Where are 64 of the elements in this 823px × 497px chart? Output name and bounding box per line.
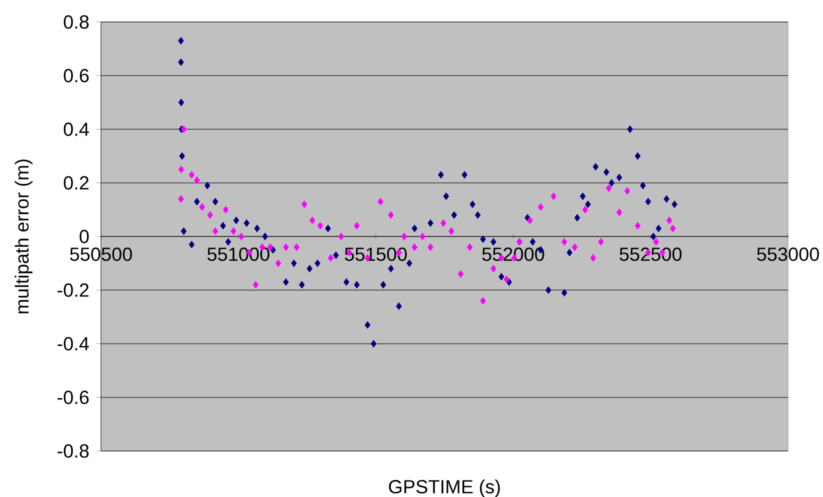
x-axis-title: GPSTIME (s) — [388, 480, 500, 497]
point — [490, 264, 496, 272]
point — [527, 216, 533, 224]
point — [275, 260, 282, 268]
point — [538, 203, 544, 211]
point — [616, 208, 622, 216]
x-tick-label: 551000 — [207, 248, 270, 261]
point — [448, 227, 454, 235]
y-tick-label: 0.8 — [64, 15, 89, 29]
point — [178, 166, 184, 174]
point — [606, 184, 612, 192]
point — [338, 232, 344, 240]
point — [412, 243, 418, 252]
x-tick-label: 550500 — [70, 248, 132, 261]
point — [653, 238, 659, 246]
point — [466, 243, 473, 252]
point — [294, 243, 300, 252]
point — [480, 297, 486, 305]
y-axis-title: multipath error (m) — [14, 160, 32, 314]
point — [428, 243, 434, 252]
point — [670, 224, 676, 232]
point — [624, 187, 630, 195]
y-tick-label: 0.4 — [64, 122, 89, 136]
point — [328, 254, 334, 262]
point — [212, 227, 218, 235]
y-tick-label: 0.2 — [64, 176, 89, 190]
x-tick-label: 553000 — [757, 248, 819, 261]
point — [207, 211, 213, 219]
point — [572, 243, 578, 252]
point — [388, 211, 394, 219]
point — [561, 238, 568, 246]
point — [178, 195, 184, 203]
point — [180, 125, 187, 134]
point — [458, 270, 464, 278]
y-tick-label: -0.4 — [58, 337, 89, 350]
point — [283, 243, 289, 252]
point — [230, 227, 236, 235]
point — [634, 222, 641, 230]
point — [550, 192, 556, 200]
y-tick-label: -0.2 — [58, 283, 89, 297]
point — [582, 206, 588, 214]
y-tick-label: 0.6 — [64, 68, 89, 82]
point — [598, 238, 604, 246]
y-tick-label: 0 — [80, 230, 89, 244]
point — [309, 216, 316, 224]
point — [354, 222, 360, 230]
point — [666, 216, 672, 224]
point — [199, 203, 206, 211]
point — [590, 254, 596, 262]
point — [420, 232, 426, 240]
point — [401, 232, 408, 240]
point — [252, 280, 259, 289]
point — [504, 276, 510, 284]
point — [238, 232, 244, 240]
point — [222, 206, 229, 214]
point — [194, 176, 200, 184]
point — [188, 171, 195, 179]
point — [301, 200, 308, 208]
y-tick-label: -0.8 — [58, 444, 89, 458]
point — [317, 222, 324, 230]
x-tick-label: 552500 — [620, 248, 682, 261]
point — [378, 198, 384, 206]
point — [440, 219, 446, 227]
y-tick-label: -0.6 — [58, 390, 89, 404]
